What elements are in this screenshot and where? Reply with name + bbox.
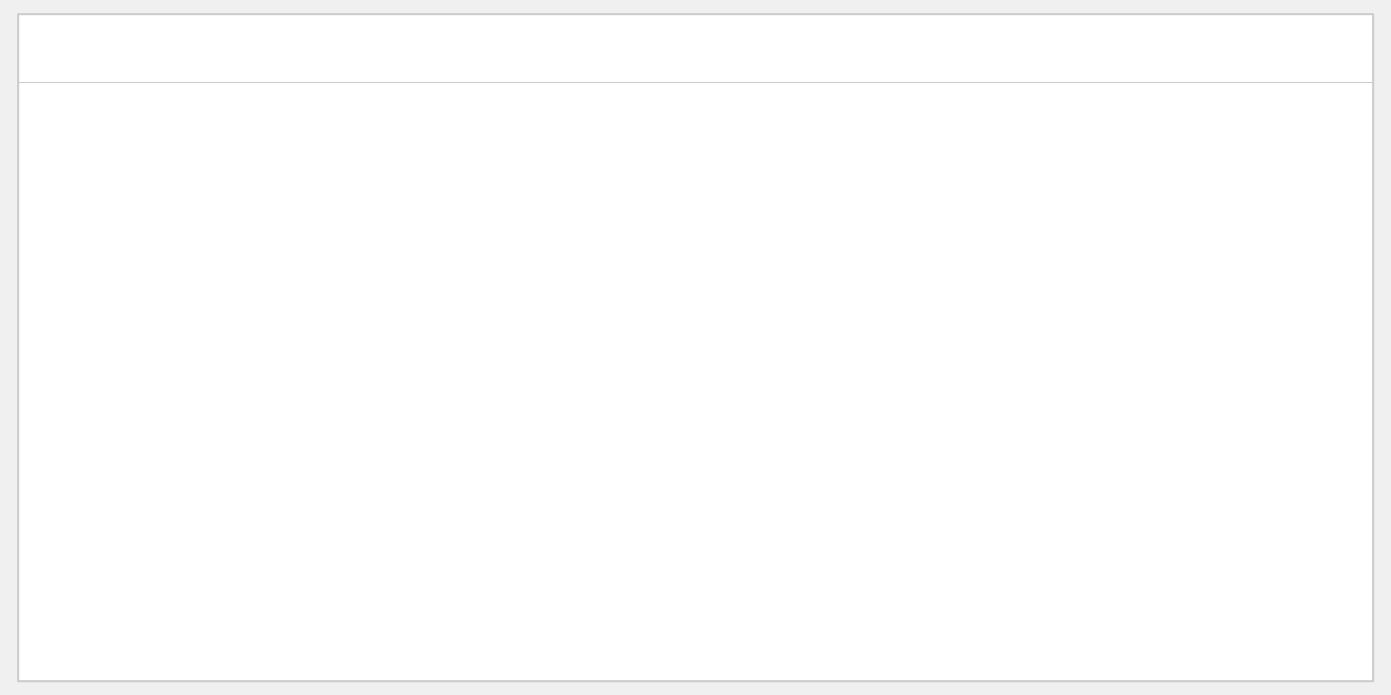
Text: 03/04/2023: 03/04/2023 xyxy=(1159,522,1262,540)
Text: Frozzibit.co.uk: Frozzibit.co.uk xyxy=(129,462,259,480)
Text: 0%: 0% xyxy=(840,343,869,361)
Text: Human: Human xyxy=(484,642,548,660)
Text: 0%: 0% xyxy=(840,522,869,540)
Text: Human: Human xyxy=(484,462,548,480)
Bar xyxy=(18,262,1373,322)
Text: AI: AI xyxy=(508,283,524,301)
Text: Domain: Domain xyxy=(153,38,236,58)
Text: 0%: 0% xyxy=(840,402,869,420)
Text: Test Date: Test Date xyxy=(1159,38,1262,58)
Text: 03/04/2023: 03/04/2023 xyxy=(1159,283,1262,301)
Bar xyxy=(18,561,1373,621)
Bar xyxy=(18,382,1373,441)
Bar xyxy=(18,322,1373,382)
Text: Snafflagon.co.uk: Snafflagon.co.uk xyxy=(120,223,270,240)
Text: Zibberlot.co.uk: Zibberlot.co.uk xyxy=(127,103,262,121)
Text: 03/04/2023: 03/04/2023 xyxy=(1159,642,1262,660)
Text: 0%: 0% xyxy=(840,223,869,240)
Bar xyxy=(18,441,1373,501)
Text: 0%: 0% xyxy=(840,283,869,301)
Text: 0%: 0% xyxy=(840,163,869,181)
Text: 03/04/2023: 03/04/2023 xyxy=(1159,163,1262,181)
Text: Mibberdoo.co.uk: Mibberdoo.co.uk xyxy=(120,402,268,420)
Text: Ai: Ai xyxy=(508,103,524,121)
Text: 03/04/2023: 03/04/2023 xyxy=(1159,343,1262,361)
Text: Chumblewarp.co.uk: Chumblewarp.co.uk xyxy=(104,522,284,540)
Bar xyxy=(18,202,1373,262)
Bar xyxy=(18,14,1373,82)
Text: 03/04/2023: 03/04/2023 xyxy=(1159,103,1262,121)
Text: Human: Human xyxy=(484,402,548,420)
Text: Human: Human xyxy=(484,582,548,600)
Text: 03/04/2023: 03/04/2023 xyxy=(1159,582,1262,600)
Text: 0%: 0% xyxy=(840,462,869,480)
Bar xyxy=(18,501,1373,561)
Text: Website Type: Website Type xyxy=(442,38,590,58)
Text: AI: AI xyxy=(508,163,524,181)
Text: Human: Human xyxy=(484,522,548,540)
Text: Skibberling.co.uk: Skibberling.co.uk xyxy=(117,642,271,660)
Text: AI: AI xyxy=(508,223,524,240)
Text: 03/04/2023: 03/04/2023 xyxy=(1159,223,1262,240)
Text: 0%: 0% xyxy=(840,642,869,660)
Text: Quibbermash.co.uk: Quibbermash.co.uk xyxy=(107,343,281,361)
Bar xyxy=(18,142,1373,202)
Bar xyxy=(18,621,1373,681)
Text: 03/04/2023: 03/04/2023 xyxy=(1159,462,1262,480)
Text: AI: AI xyxy=(508,343,524,361)
Text: 0%: 0% xyxy=(840,582,869,600)
Text: Jibberwink.co.uk: Jibberwink.co.uk xyxy=(121,163,268,181)
Text: 03/04/2023: 03/04/2023 xyxy=(1159,402,1262,420)
Bar xyxy=(18,82,1373,142)
Text: 0%: 0% xyxy=(840,103,869,121)
Text: Plozzibar.co.uk: Plozzibar.co.uk xyxy=(128,582,260,600)
Text: Blippadoo.co.uk: Blippadoo.co.uk xyxy=(122,283,266,301)
Text: AI Content Detection Score: AI Content Detection Score xyxy=(705,38,1004,58)
